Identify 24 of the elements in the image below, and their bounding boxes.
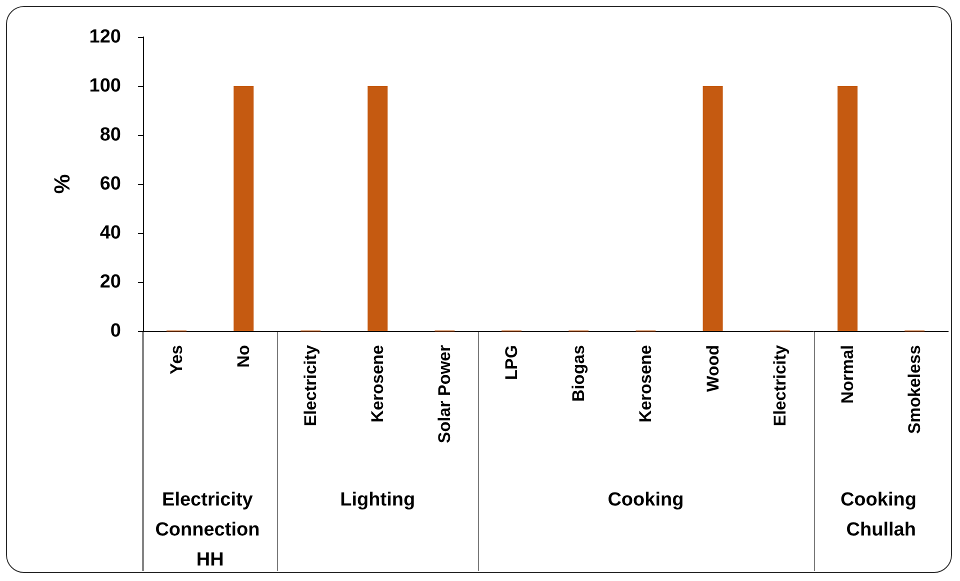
x-tick-label: Biogas <box>570 345 589 402</box>
x-axis-title: Electricity Connection HH <box>155 490 265 570</box>
x-tick-label: Normal <box>838 345 857 404</box>
x-axis-title: Cooking Chullah <box>840 490 922 540</box>
y-tick-label: 120 <box>89 26 121 48</box>
x-tick-label: Kerosene <box>368 345 388 422</box>
y-tick-label: 20 <box>100 272 121 292</box>
x-tick-label: No <box>234 345 254 368</box>
x-tick-label: Wood <box>704 345 723 392</box>
x-tick-label: Smokeless <box>904 345 924 434</box>
y-tick-label: 0 <box>110 320 121 342</box>
x-tick-label: Kerosene <box>636 345 656 422</box>
x-tick-label: Yes <box>167 345 186 374</box>
y-tick-label: 80 <box>100 124 121 146</box>
x-tick-label: Electricity <box>301 344 320 426</box>
y-tick-label: 100 <box>89 76 121 96</box>
y-tick-label: 40 <box>100 222 121 244</box>
y-tick-label: 60 <box>100 174 121 194</box>
x-axis-title: Cooking <box>608 490 684 510</box>
x-tick-label: LPG <box>502 345 522 380</box>
y-axis-title: % <box>50 174 74 194</box>
x-tick-label: Electricity <box>770 344 790 426</box>
x-tick-label: Solar Power <box>435 344 454 444</box>
x-axis-title: Lighting <box>340 490 416 510</box>
